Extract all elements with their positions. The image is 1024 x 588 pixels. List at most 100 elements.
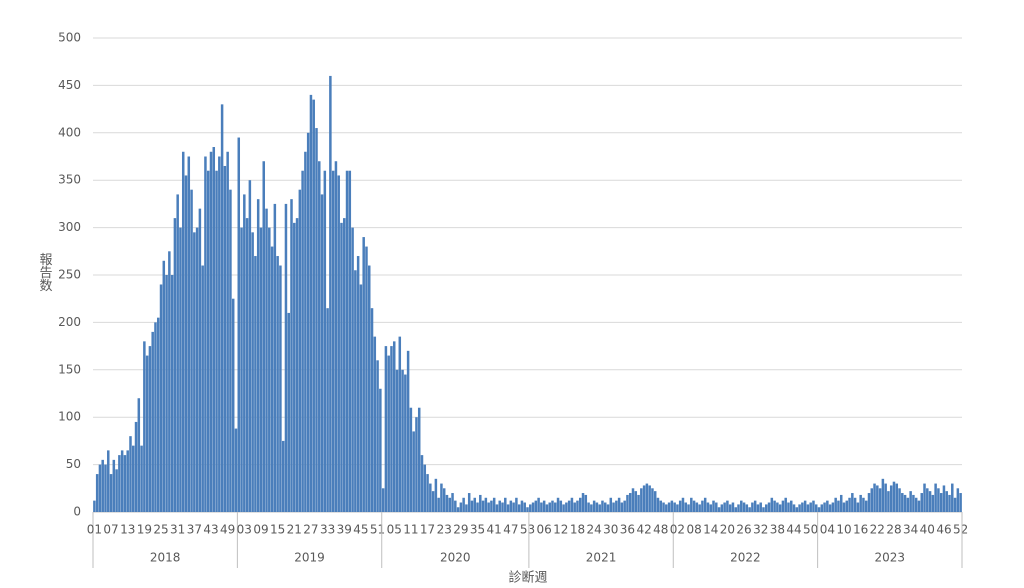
y-tick-label: 200 — [58, 315, 81, 329]
bar — [126, 450, 129, 512]
bar — [670, 500, 674, 512]
bar — [695, 502, 699, 512]
bar — [215, 170, 218, 512]
bar — [909, 491, 912, 512]
bar — [931, 494, 935, 512]
bar — [959, 493, 962, 512]
bar — [626, 494, 629, 512]
bar — [834, 497, 837, 512]
bar — [545, 504, 549, 512]
y-tick-label: 150 — [58, 362, 81, 376]
bar — [218, 156, 221, 512]
x-tick-label: 37 — [187, 523, 202, 537]
bar — [820, 504, 824, 512]
bar — [440, 483, 443, 512]
bar — [709, 504, 712, 512]
bar — [620, 502, 624, 512]
x-tick-label: 30 — [603, 523, 618, 537]
bar — [642, 485, 646, 512]
bar — [454, 500, 457, 512]
bar — [181, 151, 185, 512]
bar — [914, 497, 918, 512]
bar — [565, 502, 568, 512]
bar — [948, 494, 951, 512]
bar — [495, 504, 499, 512]
bar — [145, 355, 149, 512]
x-axis-title: 診断週 — [508, 570, 547, 586]
bar — [492, 497, 496, 512]
bar — [509, 500, 513, 512]
bar — [798, 504, 801, 512]
bar — [159, 284, 163, 512]
bar — [742, 502, 746, 512]
bar — [953, 497, 957, 512]
bar — [703, 497, 707, 512]
bar — [712, 500, 715, 512]
bar — [634, 491, 638, 512]
bar — [665, 504, 668, 512]
bar — [95, 474, 99, 512]
bar — [517, 504, 521, 512]
bar — [417, 407, 421, 512]
bar — [479, 494, 482, 512]
bar — [609, 497, 613, 512]
bar — [304, 151, 307, 512]
bar — [728, 504, 732, 512]
bar — [409, 407, 413, 512]
bar — [481, 500, 485, 512]
bar — [329, 75, 332, 513]
x-tick-label: 04 — [820, 523, 835, 537]
bar — [556, 497, 560, 512]
bar — [889, 485, 893, 512]
bar — [903, 494, 907, 512]
bar — [667, 502, 671, 512]
bar — [204, 156, 207, 512]
x-tick-label: 02 — [670, 523, 685, 537]
x-tick-label: 36 — [620, 523, 635, 537]
bar — [576, 500, 579, 512]
bar — [831, 502, 835, 512]
bar — [814, 504, 818, 512]
bar — [731, 502, 735, 512]
bar — [476, 502, 479, 512]
bar — [320, 194, 324, 513]
bar — [209, 151, 213, 512]
x-tick-label: 28 — [886, 523, 901, 537]
bar — [101, 459, 104, 512]
bar — [790, 500, 793, 512]
bar — [212, 147, 216, 512]
x-tick-label: 44 — [786, 523, 801, 537]
x-tick-label: 17 — [420, 523, 435, 537]
bar — [398, 336, 402, 512]
bar — [859, 494, 862, 512]
bar — [606, 504, 610, 512]
bar — [551, 500, 554, 512]
bar — [876, 485, 879, 512]
bar — [526, 507, 529, 512]
x-tick-label: 16 — [853, 523, 868, 537]
bar — [379, 388, 382, 512]
bar — [529, 504, 532, 512]
bar — [628, 493, 632, 512]
bar — [107, 450, 110, 512]
x-tick-label: 32 — [753, 523, 768, 537]
x-tick-label: 39 — [337, 523, 352, 537]
bar — [823, 502, 826, 512]
bar — [784, 497, 787, 512]
bar — [706, 502, 710, 512]
bar — [740, 500, 743, 512]
bar — [387, 355, 390, 512]
bar — [165, 275, 168, 512]
bar — [512, 502, 515, 512]
bar — [129, 436, 132, 512]
bar — [401, 369, 404, 512]
bar — [648, 485, 651, 512]
bar — [237, 137, 241, 513]
bar — [651, 488, 654, 512]
x-tick-label: 34 — [903, 523, 918, 537]
x-tick-label: 19 — [137, 523, 152, 537]
bar — [898, 488, 901, 512]
bar — [842, 502, 846, 512]
bar — [945, 491, 948, 512]
bar — [148, 346, 152, 512]
